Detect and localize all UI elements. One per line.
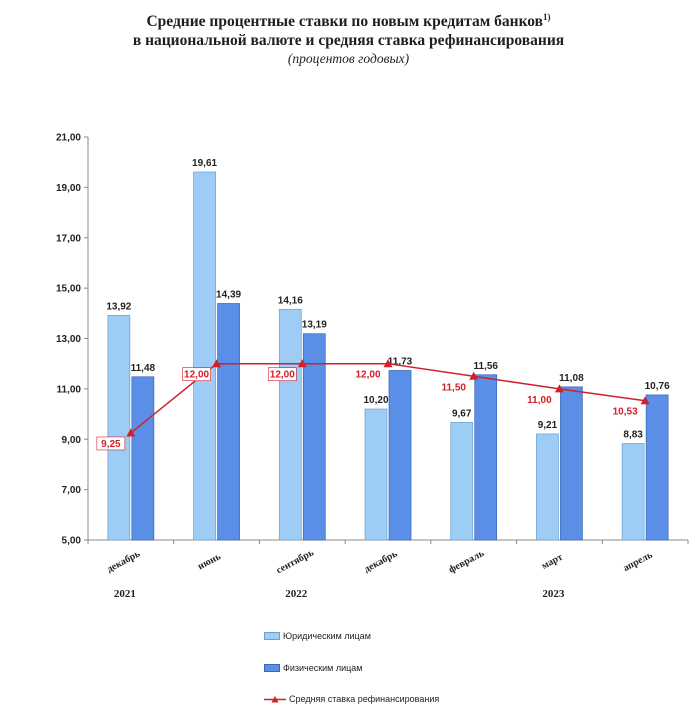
data-label-legal: 14,16 [278,295,303,306]
legend-label-physical: Физическим лицам [283,663,363,673]
bar-legal [278,308,302,541]
refinancing-label-box [96,436,126,451]
data-label-physical: 13,19 [302,320,327,331]
data-label-legal: 9,21 [538,420,558,431]
bar-legal [621,443,645,541]
bar-legal [450,422,474,541]
bar-legal [107,314,131,541]
year-label: 2022 [285,588,308,600]
chart-title-line1: Средние процентные ставки по новым креди… [0,8,697,31]
data-label-legal: 8,83 [623,430,643,441]
legend-item-refinancing: Средняя ставка рефинансирования [264,694,439,704]
refinancing-label-box [182,367,211,381]
bar-physical [217,303,240,541]
data-label-physical: 11,56 [473,361,498,372]
refinancing-label-box [267,367,297,381]
legend-swatch-physical [264,664,280,672]
data-label-legal: 13,92 [106,301,131,312]
data-label-refinancing: 11,00 [527,395,552,406]
chart-title-line2: в национальной валюте и средняя ставка р… [132,32,565,50]
footnote-mark: 1) [543,12,551,22]
refinancing-marker [640,396,650,405]
year-label: 2021 [114,588,136,600]
refinancing-marker [469,371,479,380]
bar-physical [302,333,326,541]
year-label: 2023 [542,588,565,600]
data-label-physical: 11,73 [388,356,413,367]
chart-title-block: Средние процентные ставки по новым креди… [0,8,697,68]
bar-physical [131,376,155,541]
x-tick-label: март [540,552,565,572]
legend-item-legal: Юридическим лицам [264,631,371,641]
refinancing-marker [212,359,222,368]
bar-physical [474,374,498,541]
x-tick-label: декабрь [105,548,143,575]
bar-legal [536,433,559,541]
x-tick-label: февраль [447,548,487,576]
data-label-refinancing: 12,00 [355,370,380,381]
legend-marker-refinancing [264,695,286,704]
y-tick-label: 7,00 [62,485,82,496]
data-label-physical: 11,08 [559,373,584,384]
legend-label-legal: Юридическим лицам [283,631,371,641]
bar-legal [364,408,388,541]
bar-physical [388,370,412,541]
chart-subtitle: (процентов годовых) [287,51,410,67]
bar-physical [560,386,583,541]
bar-legal [193,171,216,541]
data-label-refinancing: 12,00 [270,370,295,381]
legend-label-refinancing: Средняя ставка рефинансирования [289,694,440,704]
refinancing-marker [383,359,393,368]
data-label-legal: 9,67 [452,408,472,419]
chart-title-text: Средние процентные ставки по новым креди… [146,13,544,31]
legend-swatch-legal [264,632,280,640]
x-tick-label: июнь [196,551,223,573]
data-label-physical: 11,48 [131,363,156,374]
x-tick-label: сентябрь [275,547,317,576]
y-tick-label: 17,00 [56,233,81,244]
data-label-refinancing: 9,25 [101,439,121,450]
legend-item-physical: Физическим лицам [264,663,363,673]
data-label-refinancing: 11,50 [441,382,466,393]
y-tick-label: 19,00 [56,183,81,194]
data-label-legal: 10,20 [363,395,388,406]
data-label-legal: 19,61 [192,158,217,169]
bar-physical [645,394,669,541]
data-label-physical: 10,76 [645,381,670,392]
y-tick-label: 9,00 [62,435,82,446]
y-tick-label: 21,00 [56,133,81,144]
y-tick-label: 15,00 [56,284,81,295]
refinancing-marker [297,359,307,368]
y-tick-label: 5,00 [62,536,82,547]
refinancing-marker [554,384,564,393]
y-tick-label: 11,00 [57,384,82,395]
x-tick-label: апрель [621,549,655,574]
data-label-refinancing: 12,00 [184,370,209,381]
data-label-physical: 14,39 [216,289,241,300]
chart-plot: 5,00 7,00 9,00 11,00 13,00 15,00 17,00 19,00 21,… [56,133,689,600]
x-tick-label: декабрь [362,548,400,575]
refinancing-marker [126,428,136,437]
data-label-refinancing: 10,53 [613,407,638,418]
y-tick-label: 13,00 [56,334,81,345]
